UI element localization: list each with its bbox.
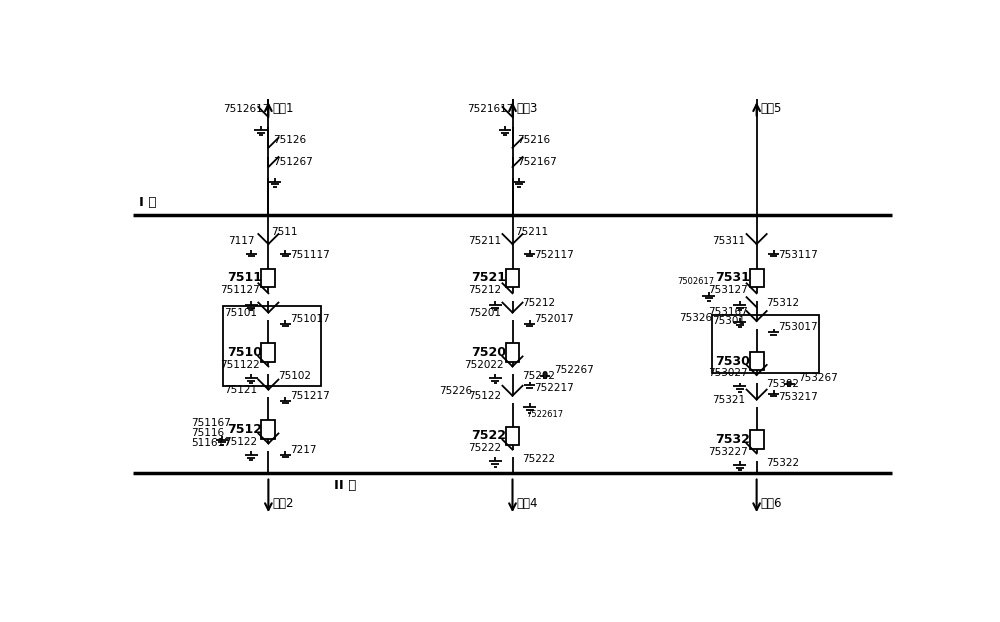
Text: 出线1: 出线1 [272, 102, 294, 115]
Text: 752167: 752167 [517, 157, 557, 167]
Text: 出线6: 出线6 [761, 497, 782, 510]
Text: 7117: 7117 [228, 236, 255, 246]
Text: 75211: 75211 [515, 227, 548, 237]
Text: 7532: 7532 [716, 433, 750, 446]
Text: 75212: 75212 [468, 285, 501, 295]
Text: 7520: 7520 [471, 346, 506, 359]
Text: 75302: 75302 [766, 379, 799, 389]
Text: 753217: 753217 [778, 391, 818, 401]
Text: 751127: 751127 [220, 285, 260, 295]
Text: 75222: 75222 [522, 454, 555, 464]
Text: 751217: 751217 [290, 391, 330, 401]
Bar [261, 269, 275, 287]
Text: 75126: 75126 [273, 135, 306, 145]
Bar [750, 430, 764, 449]
Text: 751117: 751117 [290, 250, 330, 260]
Text: 75202: 75202 [522, 371, 555, 381]
Text: 75121: 75121 [224, 384, 257, 394]
Text: 75321: 75321 [712, 394, 746, 404]
Bar [750, 269, 764, 287]
Text: 7530: 7530 [716, 355, 750, 368]
Text: 75122: 75122 [224, 437, 257, 447]
Text: 753117: 753117 [778, 250, 818, 260]
Text: II 母: II 母 [334, 479, 357, 492]
Text: 75312: 75312 [766, 297, 799, 307]
Text: 753167: 753167 [709, 307, 748, 317]
Bar [506, 343, 519, 362]
Text: 75222: 75222 [468, 443, 501, 453]
Text: 75311: 75311 [712, 236, 746, 246]
Bar [750, 352, 764, 370]
Text: 753227: 753227 [709, 447, 748, 457]
Text: 75102: 75102 [278, 371, 311, 381]
Text: 511617: 511617 [191, 439, 231, 448]
Text: 7531: 7531 [716, 271, 750, 284]
Text: 752017: 752017 [534, 313, 574, 323]
Text: 75301: 75301 [712, 316, 745, 326]
Text: 751267: 751267 [273, 157, 313, 167]
Bar [261, 343, 275, 362]
Bar [506, 269, 519, 287]
Text: 753127: 753127 [709, 285, 748, 295]
Text: 75211: 75211 [468, 236, 501, 246]
Text: 出线3: 出线3 [516, 102, 538, 115]
Text: 7217: 7217 [290, 445, 317, 455]
Text: 7510: 7510 [227, 346, 262, 359]
Text: 7521: 7521 [471, 271, 506, 284]
Text: 752217: 752217 [534, 383, 574, 393]
Text: 7511: 7511 [227, 271, 262, 284]
Text: 7522: 7522 [471, 429, 506, 442]
Bar [506, 427, 519, 445]
Text: 751122: 751122 [220, 360, 260, 370]
Text: 75226: 75226 [439, 386, 472, 396]
Text: 7512617: 7512617 [223, 104, 270, 114]
Text: 75212: 75212 [522, 297, 555, 307]
Text: 751167: 751167 [191, 419, 231, 429]
Text: 出线4: 出线4 [516, 497, 538, 510]
Text: 752267: 752267 [554, 364, 594, 374]
Text: 753017: 753017 [778, 322, 818, 332]
Bar [261, 420, 275, 439]
Text: 75201: 75201 [468, 307, 501, 318]
Text: 7522617: 7522617 [526, 410, 564, 419]
Text: 75101: 75101 [224, 307, 257, 318]
Text: 7511: 7511 [271, 227, 297, 237]
Text: 753027: 753027 [709, 368, 748, 378]
Text: 751017: 751017 [290, 313, 330, 323]
Text: 75116: 75116 [191, 429, 224, 439]
Text: 75326: 75326 [679, 313, 712, 323]
Bar [712, 315, 819, 373]
Text: 75322: 75322 [766, 458, 799, 468]
Bar [223, 307, 321, 386]
Text: 出线5: 出线5 [761, 102, 782, 115]
Text: 75122: 75122 [468, 391, 501, 401]
Text: 7502617: 7502617 [678, 277, 715, 286]
Text: 752117: 752117 [534, 250, 574, 260]
Text: 753267: 753267 [798, 373, 838, 383]
Text: 7512: 7512 [227, 423, 262, 436]
Text: 75216: 75216 [517, 135, 550, 145]
Text: 752022: 752022 [464, 360, 504, 370]
Text: 7521617: 7521617 [468, 104, 514, 114]
Text: I 母: I 母 [139, 196, 156, 208]
Text: 出线2: 出线2 [272, 497, 294, 510]
